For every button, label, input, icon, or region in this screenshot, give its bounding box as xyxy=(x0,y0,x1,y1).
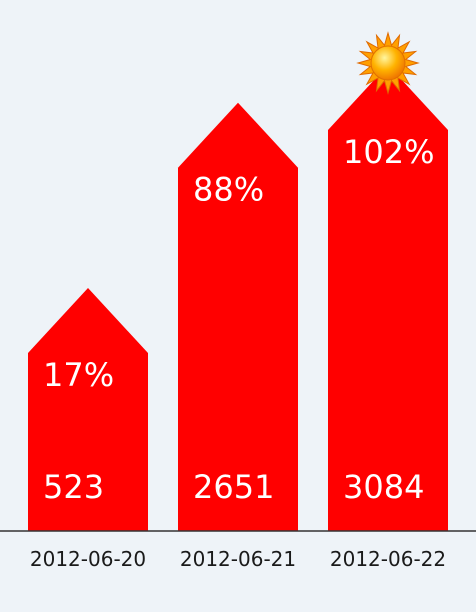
x-tick-label: 2012-06-21 xyxy=(180,547,296,571)
x-tick-label: 2012-06-22 xyxy=(330,547,446,571)
bar-2012-06-20 xyxy=(28,288,148,531)
marker-layer xyxy=(356,31,420,95)
x-tick-label: 2012-06-20 xyxy=(30,547,146,571)
bars-layer: 17% 523 88% 2651 102% 3084 xyxy=(28,65,448,532)
sun-icon xyxy=(356,31,420,95)
value-label: 2651 xyxy=(193,468,274,506)
value-label: 3084 xyxy=(343,468,424,506)
value-label: 523 xyxy=(43,468,104,506)
percent-label: 17% xyxy=(43,356,114,394)
x-tick-labels: 2012-06-20 2012-06-21 2012-06-22 xyxy=(30,547,446,571)
bar-2012-06-21 xyxy=(178,102,298,532)
bar-2012-06-22 xyxy=(328,65,448,531)
percent-label: 88% xyxy=(193,171,264,209)
percent-label: 102% xyxy=(343,133,434,171)
